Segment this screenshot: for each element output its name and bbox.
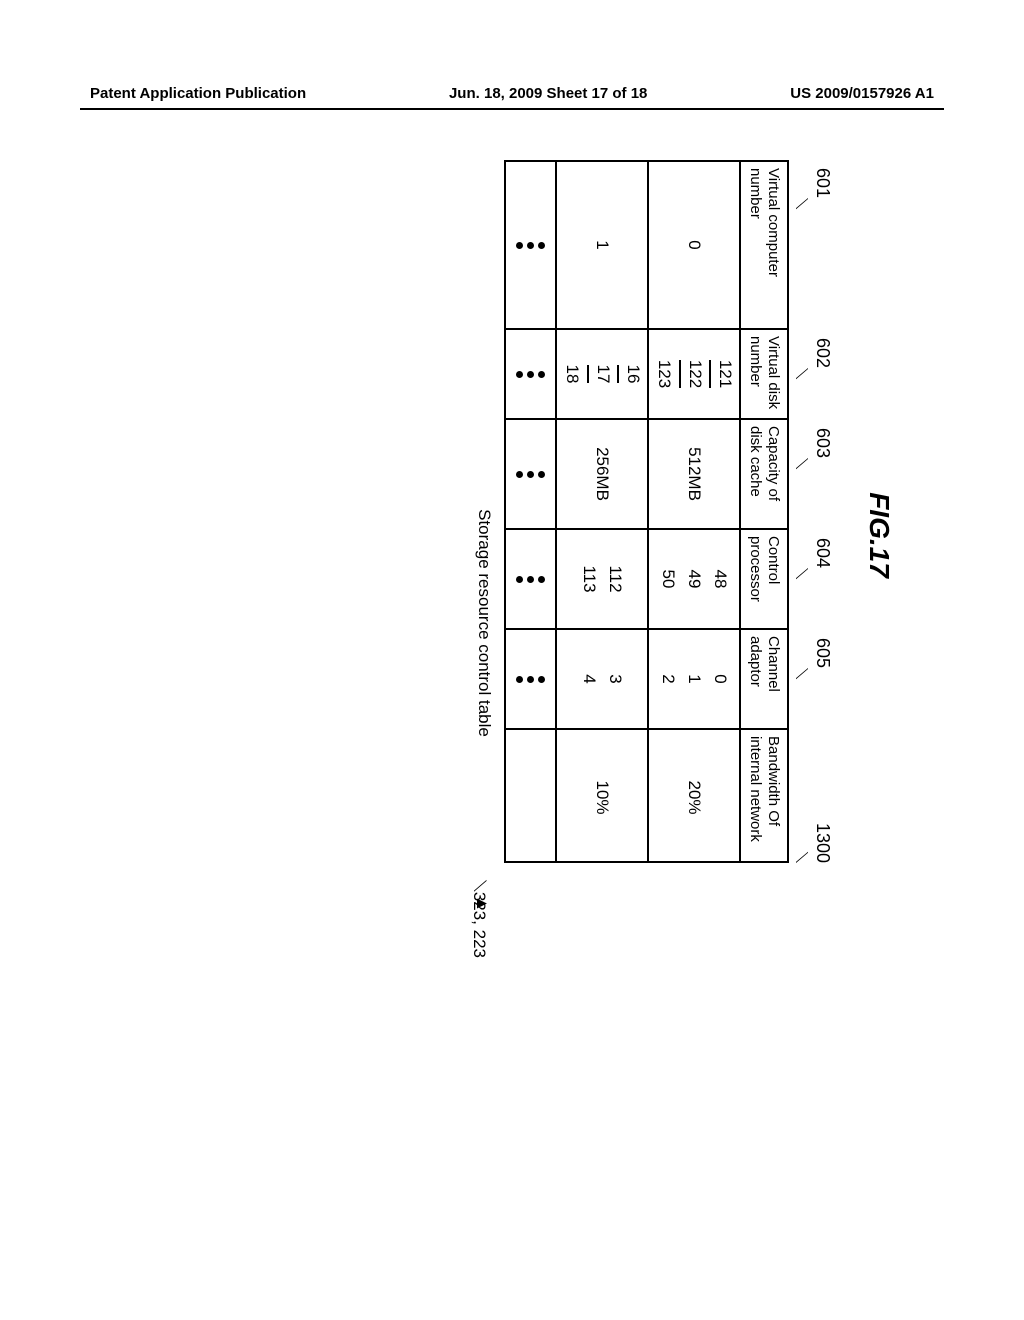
th-adaptor: Channel adaptor [741,630,787,730]
cell-vdisk: 121 122 123 [649,330,739,420]
dots-icon [506,162,555,330]
th-processor: Control processor [741,530,787,630]
column-labels-row: 601 ⟍ 602 ⟍ 603 ⟍ 604 ⟍ 605 ⟍ 1300 ⟍ [791,168,833,910]
cell-bandwidth: 10% [557,730,647,865]
figure-container: FIG.17 601 ⟍ 602 ⟍ 603 ⟍ 604 ⟍ 605 ⟍ 130… [245,160,895,910]
dots-icon [506,730,555,865]
col-label-604: 604 ⟍ [791,538,833,638]
cell-vc-number: 1 [557,162,647,330]
table-ref-label: ⟍323, 223 [469,880,489,958]
header-center: Jun. 18, 2009 Sheet 17 of 18 [449,85,647,102]
figure-title: FIG.17 [863,160,895,910]
col-label-1300: 1300 ⟍ [791,738,833,873]
th-vdisk-number: Virtual disk number [741,330,787,420]
cell-vc-number: 0 [649,162,739,330]
dots-icon [506,420,555,530]
table-row: 1 16 17 18 256MB 112 113 3 4 10% [555,162,647,861]
th-bandwidth: Bandwidth Of internal network [741,730,787,865]
cell-adaptor: 3 4 [557,630,647,730]
header-left: Patent Application Publication [90,85,306,102]
cell-bandwidth: 20% [649,730,739,865]
dots-icon [506,330,555,420]
resource-table: Virtual computer number Virtual disk num… [504,160,789,863]
col-label-603: 603 ⟍ [791,428,833,538]
col-label-605: 605 ⟍ [791,638,833,738]
col-label-601: 601 ⟍ [791,168,833,338]
cell-vdisk: 16 17 18 [557,330,647,420]
dots-icon [506,530,555,630]
table-row-ellipsis [506,162,555,861]
dots-icon [506,630,555,730]
table-row: 0 121 122 123 512MB 48 49 50 0 1 2 20% [647,162,739,861]
th-disk-cache: Capacity of disk cache [741,420,787,530]
table-header: Virtual computer number Virtual disk num… [739,162,787,861]
cell-cache: 512MB [649,420,739,530]
cell-cache: 256MB [557,420,647,530]
col-label-602: 602 ⟍ [791,338,833,428]
header-right: US 2009/0157926 A1 [790,85,934,102]
cell-adaptor: 0 1 2 [649,630,739,730]
cell-processor: 48 49 50 [649,530,739,630]
header-divider [80,108,944,110]
th-vc-number: Virtual computer number [741,162,787,330]
cell-processor: 112 113 [557,530,647,630]
